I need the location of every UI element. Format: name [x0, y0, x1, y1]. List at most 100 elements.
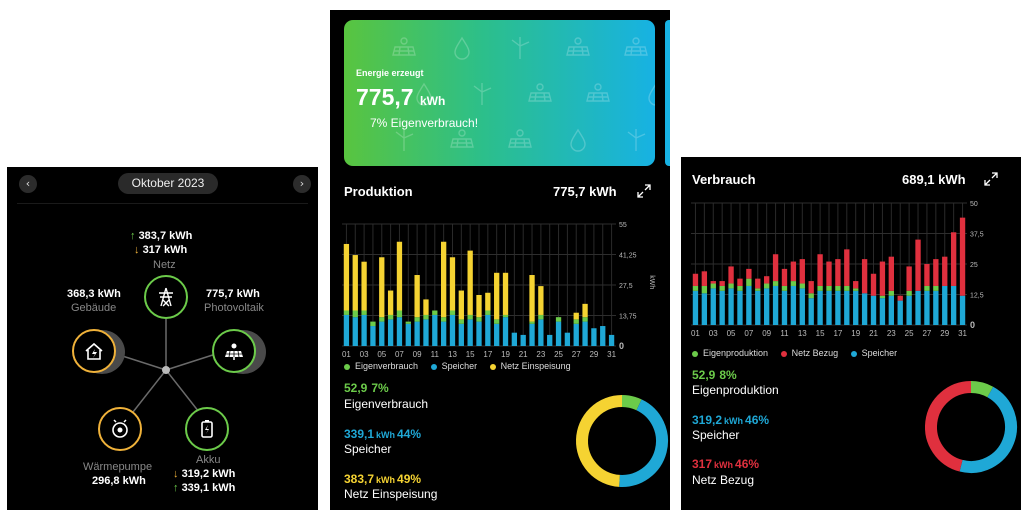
bar-eigenproduktion-day-27[interactable] [924, 285, 930, 291]
energy-generated-card[interactable]: Energie erzeugt 775,7 kWh 7% Eigenverbra… [344, 20, 655, 166]
bar-netz-einspeisung-day-5[interactable] [379, 257, 385, 318]
bar-netz-bezug-day-25[interactable] [906, 266, 912, 291]
bar-netz-einspeisung-day-27[interactable] [573, 312, 579, 320]
bar-netz-bezug-day-5[interactable] [728, 266, 734, 284]
bar-eigenproduktion-day-25[interactable] [906, 290, 912, 296]
bar-speicher-day-4[interactable] [719, 290, 725, 325]
bar-netz-bezug-day-7[interactable] [746, 268, 752, 279]
bar-eigenproduktion-day-22[interactable] [879, 295, 886, 299]
bar-netz-bezug-day-6[interactable] [737, 278, 743, 286]
bar-eigenproduktion-day-11[interactable] [781, 285, 788, 291]
bar-netz-bezug-day-22[interactable] [879, 261, 886, 296]
bar-netz-einspeisung-day-16[interactable] [476, 294, 482, 318]
bar-speicher-day-10[interactable] [423, 319, 429, 346]
bar-eigenproduktion-day-9[interactable] [764, 283, 770, 289]
bar-eigenproduktion-day-1[interactable] [692, 285, 699, 291]
bar-speicher-day-7[interactable] [746, 285, 752, 325]
bar-eigenproduktion-day-3[interactable] [710, 283, 716, 289]
bar-speicher-day-30[interactable] [950, 285, 957, 325]
bar-eigenverbrauch-day-22[interactable] [529, 321, 535, 324]
next-card-peek[interactable] [665, 20, 670, 166]
bar-speicher-day-21[interactable] [520, 334, 526, 346]
bar-speicher-day-14[interactable] [458, 323, 464, 346]
bar-eigenproduktion-day-17[interactable] [835, 285, 841, 291]
bar-eigenproduktion-day-8[interactable] [755, 288, 761, 291]
bar-speicher-day-25[interactable] [906, 295, 912, 325]
bar-speicher-day-3[interactable] [361, 314, 367, 346]
bar-speicher-day-6[interactable] [387, 319, 394, 346]
bar-netz-bezug-day-1[interactable] [692, 273, 699, 286]
bar-netz-bezug-day-12[interactable] [790, 261, 797, 282]
bar-eigenverbrauch-day-10[interactable] [423, 314, 429, 320]
bar-netz-bezug-day-30[interactable] [950, 232, 957, 286]
bar-netz-einspeisung-day-6[interactable] [387, 290, 394, 315]
bar-eigenproduktion-day-2[interactable] [701, 285, 708, 294]
bar-speicher-day-6[interactable] [737, 290, 743, 325]
month-selector[interactable]: Oktober 2023 [118, 173, 218, 194]
bar-speicher-day-24[interactable] [547, 334, 553, 346]
bar-netz-einspeisung-day-23[interactable] [538, 286, 544, 315]
bar-netz-bezug-day-3[interactable] [710, 281, 716, 284]
bar-speicher-day-19[interactable] [853, 290, 859, 325]
bar-netz-bezug-day-16[interactable] [826, 261, 832, 286]
bar-eigenverbrauch-day-9[interactable] [414, 317, 420, 322]
bar-speicher-day-8[interactable] [405, 323, 411, 346]
bar-speicher-day-1[interactable] [692, 290, 699, 325]
bar-netz-bezug-day-9[interactable] [764, 276, 770, 284]
bar-netz-bezug-day-15[interactable] [817, 254, 823, 286]
bar-netz-einspeisung-day-14[interactable] [458, 290, 464, 320]
bar-eigenverbrauch-day-18[interactable] [494, 319, 500, 324]
expand-icon[interactable] [637, 184, 651, 198]
bar-netz-bezug-day-8[interactable] [755, 278, 761, 289]
bar-netz-einspeisung-day-28[interactable] [582, 303, 588, 318]
bar-eigenverbrauch-day-7[interactable] [396, 310, 403, 318]
bar-speicher-day-24[interactable] [897, 300, 903, 325]
bar-speicher-day-1[interactable] [343, 314, 350, 346]
bar-netz-bezug-day-19[interactable] [853, 281, 859, 289]
bar-speicher-day-9[interactable] [414, 321, 420, 346]
bar-speicher-day-13[interactable] [449, 314, 456, 346]
bar-netz-bezug-day-23[interactable] [888, 256, 894, 291]
bar-eigenverbrauch-day-16[interactable] [476, 317, 482, 322]
bar-speicher-day-2[interactable] [352, 317, 358, 346]
bar-speicher-day-28[interactable] [933, 290, 939, 325]
bar-eigenproduktion-day-28[interactable] [933, 285, 939, 291]
waermepumpe-node[interactable] [98, 407, 142, 451]
bar-speicher-day-30[interactable] [600, 326, 606, 346]
expand-icon[interactable] [984, 172, 998, 186]
bar-eigenverbrauch-day-27[interactable] [573, 319, 579, 324]
bar-speicher-day-14[interactable] [808, 298, 814, 325]
bar-speicher-day-27[interactable] [573, 323, 579, 346]
bar-speicher-day-31[interactable] [608, 334, 615, 346]
bar-speicher-day-22[interactable] [879, 298, 886, 325]
bar-speicher-day-2[interactable] [701, 293, 708, 325]
bar-speicher-day-17[interactable] [485, 314, 491, 346]
bar-speicher-day-17[interactable] [835, 290, 841, 325]
bar-netz-einspeisung-day-12[interactable] [440, 241, 447, 318]
bar-netz-bezug-day-2[interactable] [701, 271, 708, 286]
bar-speicher-day-16[interactable] [476, 321, 482, 346]
bar-eigenproduktion-day-23[interactable] [888, 290, 894, 296]
bar-speicher-day-20[interactable] [511, 332, 518, 346]
bar-netz-einspeisung-day-3[interactable] [361, 261, 367, 311]
bar-netz-bezug-day-28[interactable] [933, 259, 939, 286]
bar-netz-einspeisung-day-22[interactable] [529, 275, 535, 322]
bar-speicher-day-10[interactable] [772, 285, 779, 325]
bar-netz-einspeisung-day-7[interactable] [396, 241, 403, 311]
bar-speicher-day-3[interactable] [710, 288, 716, 325]
bar-eigenverbrauch-day-2[interactable] [352, 310, 358, 318]
bar-speicher-day-29[interactable] [591, 328, 597, 346]
bar-netz-bezug-day-14[interactable] [808, 281, 814, 294]
bar-eigenverbrauch-day-25[interactable] [555, 317, 562, 322]
bar-eigenverbrauch-day-4[interactable] [370, 321, 376, 327]
bar-netz-bezug-day-17[interactable] [835, 259, 841, 286]
bar-netz-bezug-day-29[interactable] [942, 256, 948, 286]
akku-node[interactable] [185, 407, 229, 451]
chevron-left-icon[interactable]: ‹ [19, 175, 37, 193]
bar-speicher-day-19[interactable] [502, 317, 509, 346]
bar-speicher-day-15[interactable] [817, 290, 823, 325]
bar-netz-bezug-day-11[interactable] [781, 268, 788, 286]
bar-speicher-day-28[interactable] [582, 321, 588, 346]
bar-speicher-day-5[interactable] [379, 321, 385, 346]
bar-eigenproduktion-day-10[interactable] [772, 281, 779, 286]
